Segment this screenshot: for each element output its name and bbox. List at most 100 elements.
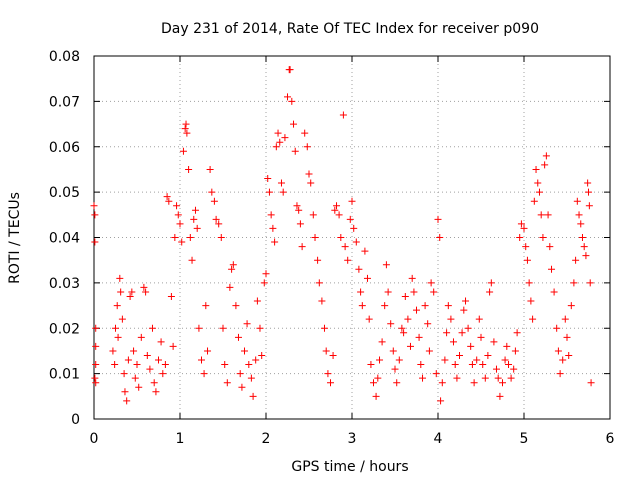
data-point: [247, 374, 255, 382]
x-tick-label: 6: [606, 431, 615, 447]
data-point: [212, 215, 220, 223]
data-point: [539, 234, 547, 241]
data-point: [578, 234, 586, 241]
data-point: [344, 256, 352, 264]
data-point: [387, 320, 395, 328]
data-point: [427, 279, 435, 287]
data-point: [311, 234, 319, 241]
data-point: [171, 234, 179, 241]
data-point: [128, 288, 136, 296]
data-point: [522, 243, 530, 251]
data-point: [112, 324, 119, 332]
data-point: [486, 288, 494, 296]
data-point: [295, 206, 303, 214]
data-point: [525, 279, 533, 287]
data-point: [298, 243, 306, 251]
y-tick-label: 0.02: [49, 321, 80, 337]
data-point: [256, 324, 264, 332]
data-point: [374, 374, 382, 382]
data-point: [404, 315, 412, 323]
data-point: [333, 202, 341, 210]
data-point: [198, 356, 205, 364]
data-point: [322, 347, 330, 355]
data-point: [236, 370, 244, 378]
data-point: [346, 215, 354, 223]
data-point: [150, 379, 158, 387]
data-point: [520, 224, 528, 232]
data-point: [477, 333, 485, 341]
data-point: [438, 379, 446, 387]
data-point: [155, 356, 162, 364]
data-point: [229, 261, 237, 269]
data-point: [341, 243, 349, 251]
data-point: [511, 347, 519, 355]
data-point: [530, 197, 538, 205]
data-point: [135, 383, 143, 391]
y-tick-label: 0.01: [49, 367, 80, 383]
data-point: [284, 93, 291, 101]
data-point: [271, 238, 279, 246]
data-point: [223, 379, 231, 387]
data-point: [382, 261, 390, 269]
data-point: [535, 188, 543, 196]
data-point: [109, 347, 117, 355]
data-point: [468, 361, 476, 369]
data-point: [315, 279, 323, 287]
data-point: [553, 324, 561, 332]
x-tick-label: 1: [176, 431, 185, 447]
data-point: [490, 338, 498, 346]
data-point: [462, 297, 470, 305]
data-point: [575, 211, 583, 219]
data-point: [573, 197, 581, 205]
data-point: [90, 202, 98, 210]
data-point: [118, 315, 126, 323]
data-point: [460, 306, 468, 314]
data-point: [487, 279, 495, 287]
data-point: [121, 388, 129, 396]
data-point: [470, 379, 478, 387]
data-point: [572, 256, 580, 264]
data-point: [417, 361, 425, 369]
data-point: [363, 274, 371, 282]
data-point: [376, 356, 384, 364]
data-point: [437, 397, 445, 405]
data-point: [507, 374, 515, 382]
data-point: [200, 370, 208, 378]
data-point: [226, 283, 234, 291]
data-point: [163, 193, 171, 201]
data-point: [494, 374, 502, 382]
data-point: [425, 347, 433, 355]
data-point: [188, 256, 196, 264]
data-point: [131, 374, 139, 382]
data-point: [305, 170, 313, 178]
data-point: [173, 202, 181, 210]
x-axis-tick-labels: 0 1 2 3 4 5 6: [90, 431, 615, 447]
data-point: [546, 243, 554, 251]
data-point: [370, 379, 377, 387]
data-point: [191, 206, 199, 214]
data-point: [92, 379, 100, 387]
data-point: [253, 297, 261, 305]
y-tick-label: 0.06: [49, 140, 80, 156]
data-point: [365, 315, 373, 323]
data-point: [296, 220, 304, 228]
data-point: [401, 292, 409, 300]
data-point: [449, 338, 457, 346]
data-point: [264, 175, 272, 183]
data-point: [206, 165, 214, 173]
y-tick-label: 0.07: [49, 94, 80, 110]
data-point: [91, 238, 99, 246]
data-point: [565, 351, 573, 359]
data-point: [529, 315, 537, 323]
data-point: [221, 361, 229, 369]
data-point: [357, 288, 365, 296]
data-point: [430, 288, 438, 296]
data-point: [277, 179, 285, 187]
data-point: [550, 288, 558, 296]
data-point: [179, 147, 187, 155]
data-point: [126, 292, 134, 300]
x-tick-label: 2: [262, 431, 271, 447]
data-point: [111, 361, 119, 369]
x-tick-label: 5: [520, 431, 529, 447]
